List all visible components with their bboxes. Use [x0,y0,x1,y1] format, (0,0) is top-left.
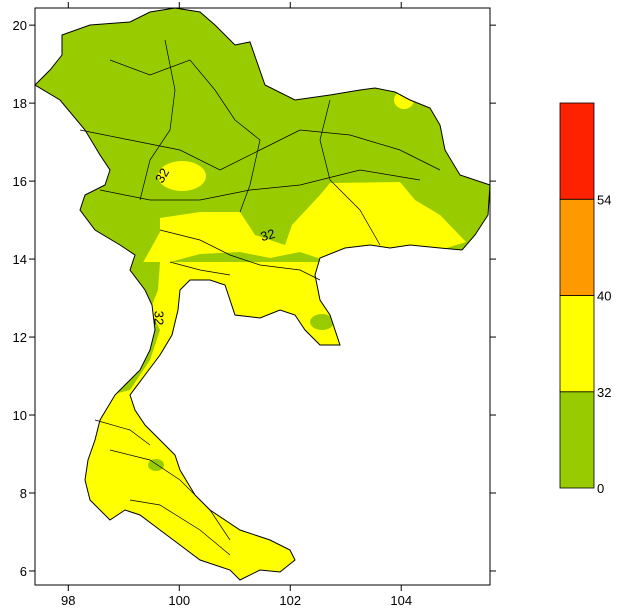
y-tick-label: 16 [13,174,27,189]
y-tick-label: 6 [20,564,27,579]
x-tick-label: 104 [390,593,412,608]
zone-mid [140,182,466,268]
colorbar-label: 40 [597,289,611,304]
province-line [129,499,231,556]
y-tick-label: 12 [13,330,27,345]
axes: 98 100 102 104 6 8 10 12 14 16 18 20 [13,2,496,608]
province-line [109,449,231,541]
province-line [79,129,441,171]
zone-low [310,314,334,330]
zone-mid [158,161,206,191]
province-line [159,229,321,281]
province-line [319,99,381,246]
map-frame [34,7,491,586]
contour-label: 32 [152,165,172,185]
colorbar-label: 0 [597,481,604,496]
zone-low [148,459,164,471]
y-tick-label: 18 [13,96,27,111]
zone-mid [35,262,490,580]
y-tick-label: 10 [13,408,27,423]
x-tick-label: 100 [168,593,190,608]
province-line [99,169,421,201]
province-line [94,419,151,446]
colorbar: 0 32 40 54 [559,102,611,496]
y-tick-label: 8 [20,486,27,501]
colorbar-segment [559,198,595,296]
y-tick-label: 14 [13,252,27,267]
fill-zones [35,8,490,580]
y-tick-label: 20 [13,18,27,33]
province-line [169,261,231,276]
province-line [109,59,261,213]
colorbar-segment [559,295,595,393]
colorbar-segment [559,102,595,200]
contour-label: 32 [259,226,277,244]
x-tick-label: 102 [279,593,301,608]
colorbar-label: 54 [597,192,611,207]
x-tick-label: 98 [61,593,75,608]
province-lines [79,39,441,556]
province-line [139,39,176,201]
colorbar-segment [559,391,595,489]
colorbar-label: 32 [597,385,611,400]
contour-label: 32 [152,311,167,325]
